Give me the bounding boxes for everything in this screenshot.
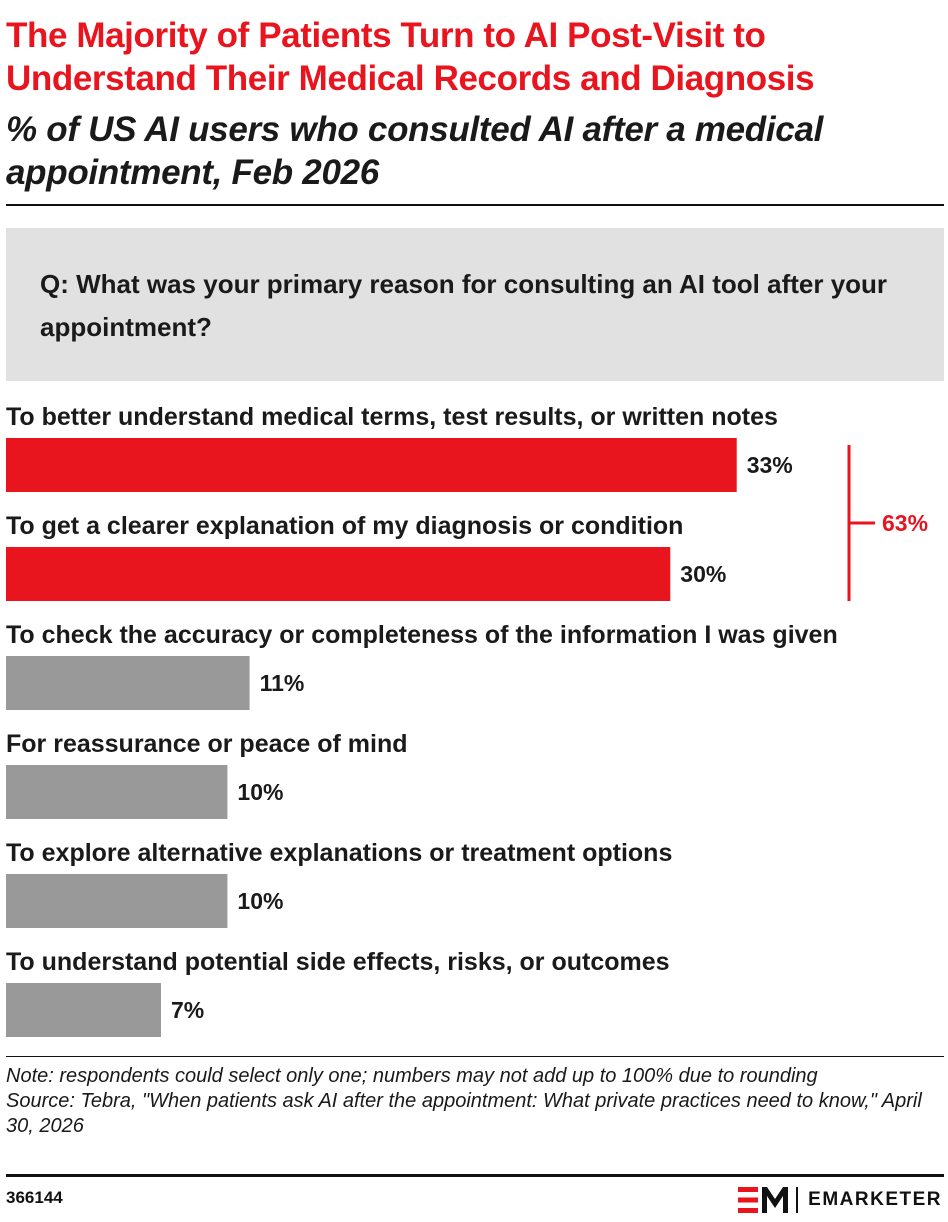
- note-text: Note: respondents could select only one;…: [6, 1065, 818, 1087]
- value-label: 10%: [237, 779, 283, 805]
- bar: [6, 874, 228, 928]
- chart-title: The Majority of Patients Turn to AI Post…: [6, 16, 815, 98]
- bar: [6, 438, 737, 492]
- value-label: 33%: [747, 452, 793, 478]
- bar: [6, 547, 671, 601]
- value-label: 11%: [260, 670, 305, 696]
- value-label: 30%: [680, 561, 726, 587]
- brand-name: EMARKETER: [808, 1189, 942, 1210]
- title-divider: [6, 204, 944, 206]
- notes-divider: [6, 1056, 944, 1057]
- bar: [6, 765, 228, 819]
- bar-chart: To better understand medical terms, test…: [0, 395, 948, 1055]
- question-box: Q: What was your primary reason for cons…: [6, 228, 944, 381]
- category-label: To explore alternative explanations or t…: [6, 839, 672, 867]
- category-label: To get a clearer explanation of my diagn…: [6, 512, 683, 540]
- category-label: For reassurance or peace of mind: [6, 730, 408, 758]
- chart-subtitle: % of US AI users who consulted AI after …: [6, 110, 824, 192]
- bar: [6, 983, 161, 1037]
- value-label: 10%: [237, 888, 283, 914]
- brand-divider: [796, 1187, 799, 1213]
- question-text: Q: What was your primary reason for cons…: [40, 269, 888, 342]
- category-label: To check the accuracy or completeness of…: [6, 621, 838, 649]
- chart-id: 366144: [6, 1188, 63, 1207]
- bar: [6, 656, 250, 710]
- category-label: To better understand medical terms, test…: [6, 403, 778, 431]
- value-label: 7%: [171, 997, 204, 1023]
- footer-divider: [6, 1174, 944, 1177]
- bracket-label: 63%: [882, 510, 928, 536]
- em-logo-icon: [738, 1187, 789, 1213]
- brand: EMARKETER: [738, 1186, 942, 1214]
- source-text: Source: Tebra, "When patients ask AI aft…: [6, 1090, 922, 1137]
- notes-block: Note: respondents could select only one;…: [6, 1064, 944, 1139]
- bar-chart-svg: To better understand medical terms, test…: [6, 403, 928, 1037]
- category-label: To understand potential side effects, ri…: [6, 948, 670, 976]
